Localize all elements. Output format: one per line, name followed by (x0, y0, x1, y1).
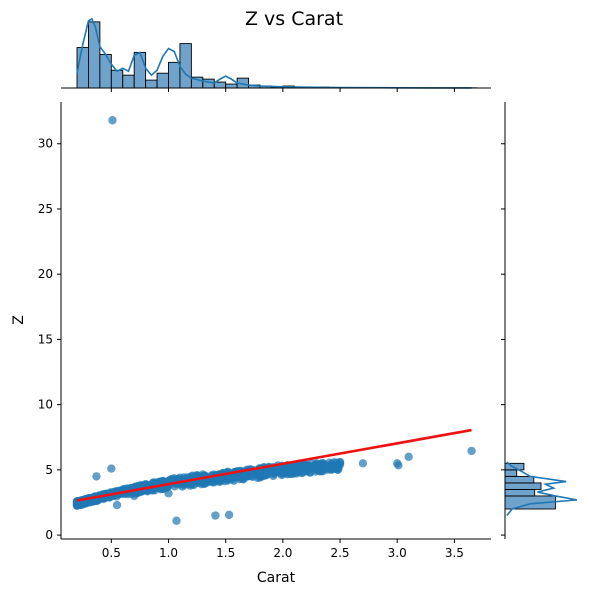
scatter-point (211, 511, 220, 520)
scatter-point (175, 473, 185, 482)
x-histogram-bar (87, 21, 101, 89)
x-axis-ticks: 0.5 1.0 1.5 2.0 2.5 3.0 3.5 (102, 539, 464, 560)
x-tick-label: 3.0 (388, 546, 407, 560)
x-histogram-bar (168, 61, 181, 89)
scatter-point (254, 470, 264, 480)
x-kde-curve (76, 17, 472, 89)
scatter-point (247, 471, 257, 481)
scatter-point (112, 500, 122, 510)
y-tick-label: 10 (38, 398, 53, 412)
x-histogram-bar (213, 81, 227, 89)
y-histogram-bar (504, 488, 536, 497)
marginal-x-histogram (61, 17, 491, 92)
scatter-point (224, 510, 234, 520)
y-tick-label: 15 (38, 332, 53, 346)
scatter-point (108, 116, 117, 125)
x-histogram-bar (225, 83, 238, 89)
x-histogram-bar (179, 43, 192, 89)
x-tick-label: 1.5 (216, 546, 235, 560)
scatter-point (301, 461, 310, 471)
x-histogram-bar (122, 74, 135, 89)
main-axes (60, 102, 491, 540)
scatter-point (358, 459, 368, 468)
y-tick-label: 5 (45, 463, 53, 477)
scatter-point (335, 458, 345, 467)
x-axis-label: Carat (257, 570, 296, 586)
scatter-point (164, 489, 173, 498)
y-tick-label: 20 (38, 267, 53, 281)
y-axis-label: Z (11, 315, 27, 325)
scatter-point (260, 471, 270, 480)
x-histogram-bar (156, 72, 169, 89)
x-histogram-bar (145, 79, 158, 89)
y-tick-label: 25 (38, 202, 53, 216)
y-tick-label: 0 (45, 528, 53, 542)
x-tick-label: 1.0 (159, 546, 178, 560)
scatter-point (394, 461, 403, 470)
scatter-point (404, 452, 413, 462)
scatter-point (272, 464, 281, 474)
x-histogram-bar (133, 52, 147, 89)
regression-line-group (76, 428, 472, 502)
x-histogram-bar (99, 54, 112, 89)
y-axis-ticks: 0 5 10 15 20 25 30 (38, 137, 61, 542)
scatter-point (467, 446, 476, 456)
scatter-point (107, 464, 116, 473)
y-kde-curve (506, 461, 578, 517)
scatter-point (312, 465, 322, 475)
scatter-point (92, 472, 101, 481)
y-histogram-bar (504, 469, 518, 477)
regression-line (76, 428, 472, 502)
y-histogram-bar (504, 475, 535, 484)
y-histogram-bar (504, 482, 542, 490)
x-tick-label: 3.5 (445, 546, 464, 560)
x-tick-label: 2.0 (273, 546, 292, 560)
x-histogram-bar (110, 69, 124, 89)
y-tick-label: 30 (38, 137, 53, 151)
main-scatter-plot: 0.5 1.0 1.5 2.0 2.5 3.0 3.5 0 5 10 15 20 25 30 (38, 102, 491, 560)
x-tick-label: 0.5 (102, 546, 121, 560)
scatter-point (141, 480, 150, 489)
scatter-point (321, 463, 330, 472)
scatter-point (229, 476, 239, 485)
scatter-point (172, 516, 181, 525)
chart-title: Z vs Carat (245, 8, 343, 30)
x-tick-label: 2.5 (330, 546, 349, 560)
scatter-point (290, 462, 299, 471)
marginal-y-histogram (501, 102, 578, 539)
y-histogram-bar (504, 462, 525, 471)
scatter-point (288, 469, 297, 479)
scatter-point (129, 491, 139, 501)
